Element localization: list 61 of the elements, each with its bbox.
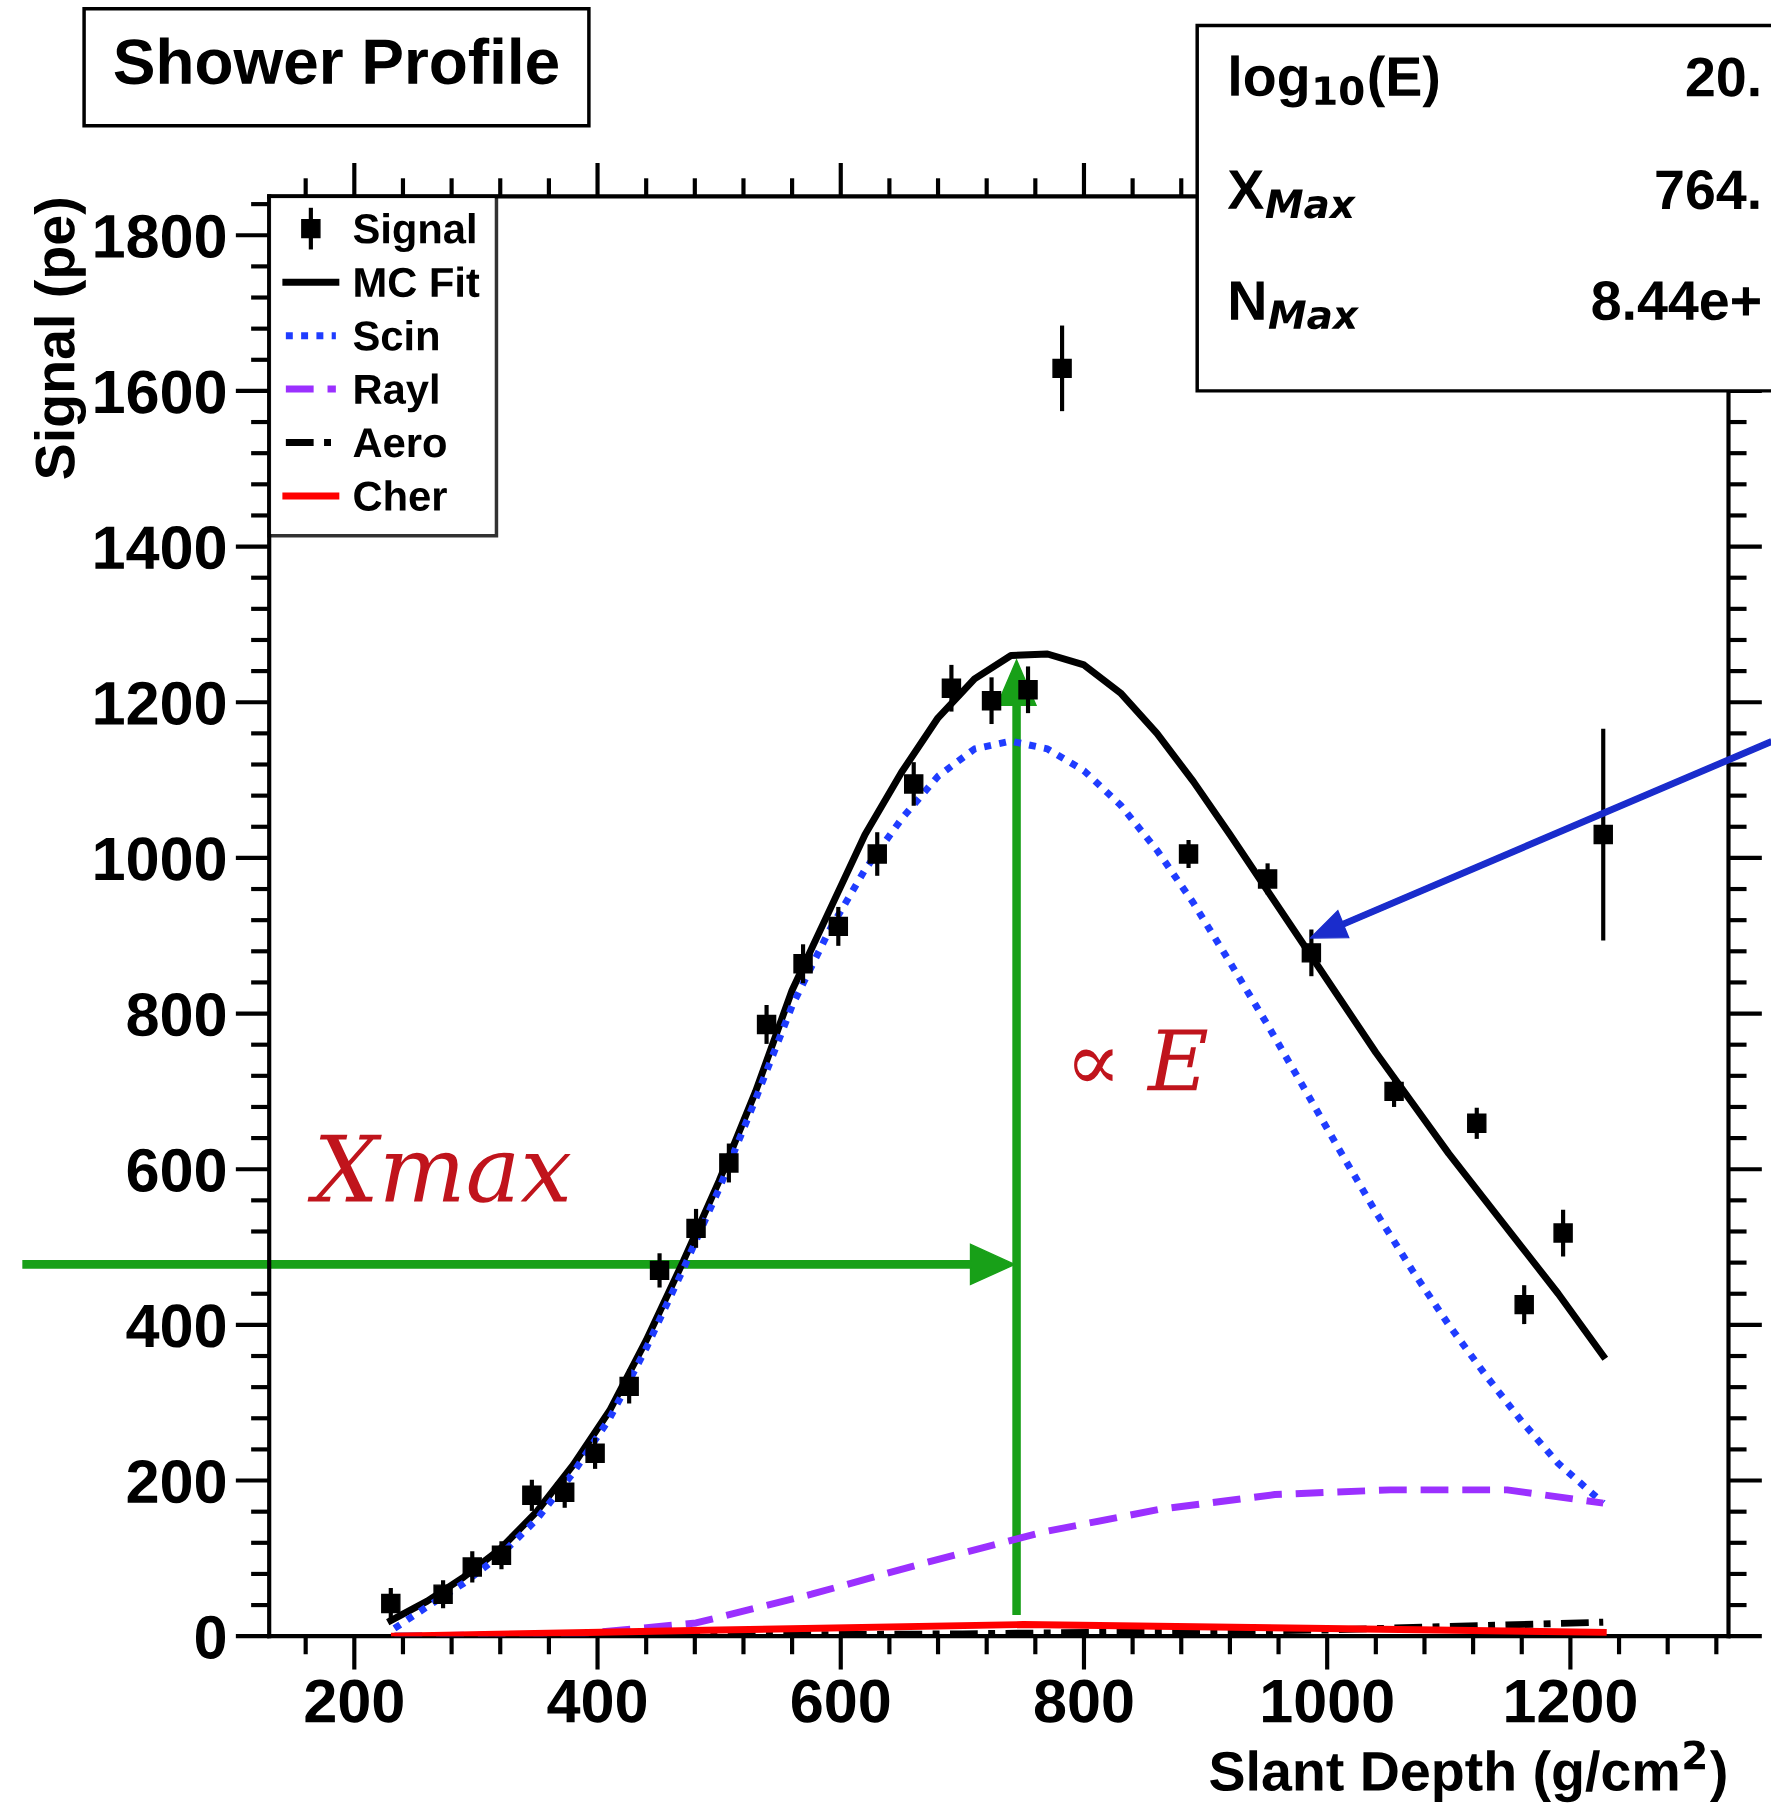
x-tick-label: 1000 [1263, 1679, 1393, 1723]
point [903, 774, 924, 794]
point [1593, 824, 1613, 845]
y-tick-label: 1200 [95, 681, 226, 725]
point [433, 1584, 453, 1604]
point [719, 1153, 739, 1173]
point [1553, 1223, 1573, 1243]
x-tick-label: 800 [1034, 1679, 1133, 1723]
point [867, 844, 887, 864]
y-tick-label: 0 [195, 1615, 226, 1659]
point [554, 1482, 575, 1502]
point [756, 1014, 777, 1035]
x-tick-label: 600 [792, 1679, 890, 1723]
annotation: N$_{Max}$ [1231, 281, 1359, 330]
x-tick-label: 1200 [1506, 1679, 1636, 1723]
annotation: 8.44e+ [1592, 281, 1760, 321]
point [585, 1443, 605, 1464]
point [686, 1218, 706, 1239]
point [1178, 844, 1199, 864]
point [1384, 1081, 1404, 1102]
annotation: X$_{Max}$ [1227, 170, 1356, 219]
point [1257, 869, 1278, 889]
point [1018, 680, 1038, 700]
x-tick-label: 200 [305, 1679, 403, 1723]
point [981, 690, 1002, 711]
legend-label: Rayl [355, 373, 438, 413]
y-axis-title: Signal (pe) [34, 199, 87, 479]
annotation: 764. [1656, 170, 1759, 210]
point [1301, 943, 1322, 963]
point [1514, 1294, 1534, 1315]
y-tick-label: 200 [127, 1460, 226, 1504]
point [619, 1376, 639, 1397]
text: 20. [1686, 57, 1759, 97]
point [941, 678, 962, 698]
legend-label: Scin [353, 320, 438, 351]
point [828, 916, 849, 937]
point [1052, 358, 1072, 379]
point [793, 954, 813, 974]
legend-label: Aero [353, 428, 446, 458]
point [462, 1557, 483, 1577]
y-tick-label: 800 [127, 993, 226, 1037]
y-tick-label: 1000 [95, 837, 226, 881]
y-tick-label: 1600 [95, 370, 226, 414]
point [522, 1485, 542, 1506]
y-tick-label: 1800 [95, 214, 226, 258]
x-axis-title: Slant Depth (g/cm$^{2}$) [1210, 1740, 1726, 1803]
chart-title: Shower Profile [114, 37, 558, 85]
legend-label: Signal [353, 213, 475, 253]
legend-label: MC Fit [355, 266, 480, 298]
y-tick-label: 600 [127, 1148, 226, 1192]
text: log$_{10}$(E) [1231, 55, 1439, 108]
point [491, 1545, 512, 1565]
point [1467, 1113, 1487, 1134]
annotation: Xmax [307, 1134, 571, 1203]
point [381, 1593, 401, 1614]
x-tick-label: 400 [547, 1679, 647, 1723]
legend-label: Cher [354, 480, 447, 511]
annotation: ∝ E [1074, 1029, 1208, 1091]
y-tick-label: 400 [126, 1304, 226, 1348]
y-tick-label: 1400 [95, 526, 226, 570]
point [649, 1260, 670, 1281]
